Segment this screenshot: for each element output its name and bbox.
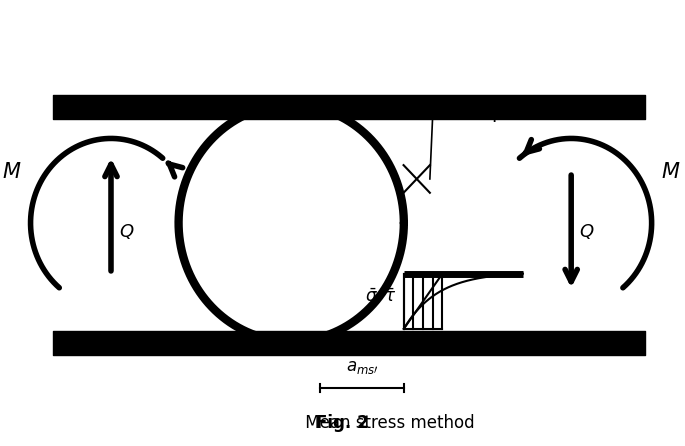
Text: Mean stress method: Mean stress method: [300, 414, 474, 432]
Text: $M$: $M$: [1, 162, 21, 182]
Text: $Q$: $Q$: [579, 222, 594, 241]
Text: $Q$: $Q$: [119, 222, 134, 241]
Text: $a_{ms\prime}$: $a_{ms\prime}$: [346, 358, 378, 376]
Text: Fig. 2: Fig. 2: [316, 414, 369, 432]
Text: crack plane: crack plane: [433, 103, 546, 122]
Text: $\bar{\sigma},\bar{\tau}$: $\bar{\sigma},\bar{\tau}$: [365, 286, 397, 306]
Text: $M$: $M$: [661, 162, 680, 182]
